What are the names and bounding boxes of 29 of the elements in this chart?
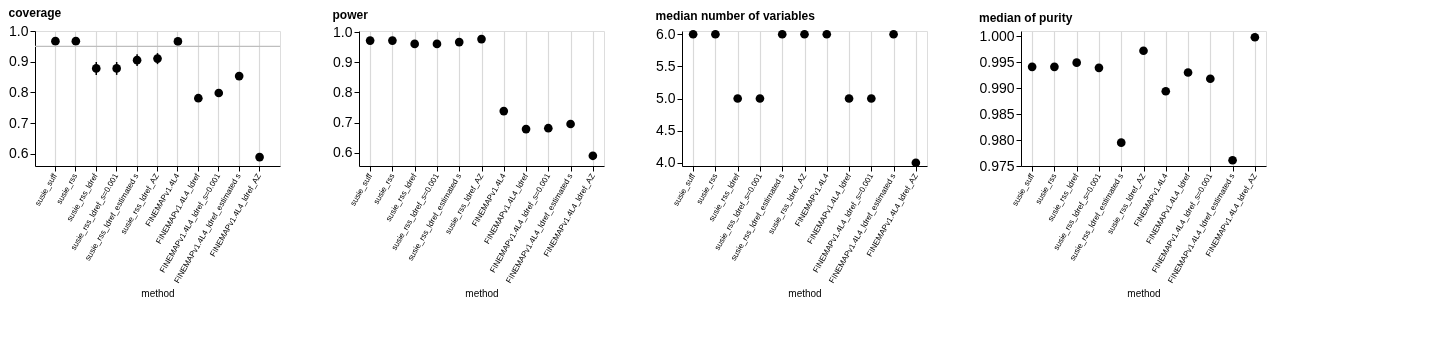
y-tick-label: 0.7 [9, 114, 29, 131]
x-axis-title: method [788, 287, 822, 299]
y-tick-label: 0.6 [9, 145, 29, 162]
y-tick-label: 0.995 [979, 53, 1015, 70]
y-tick-label: 0.8 [9, 83, 29, 100]
y-tick-label: 1.0 [9, 22, 29, 39]
y-tick-label: 0.8 [333, 84, 353, 100]
x-axis-title: method [465, 287, 499, 299]
chart-title: power [332, 7, 369, 22]
y-tick-label: 5.0 [656, 90, 676, 106]
chart-title: coverage [8, 6, 62, 20]
chart-title: median of purity [978, 11, 1073, 26]
y-tick-label: 0.7 [333, 114, 353, 130]
x-axis-title: method [141, 287, 175, 299]
y-tick-label: 4.5 [656, 122, 676, 139]
chart-title: median number of variables [655, 9, 816, 24]
x-axis-title: method [1127, 287, 1161, 299]
y-tick-label: 0.6 [333, 144, 353, 160]
y-tick-label: 6.0 [656, 25, 676, 42]
y-tick-label: 0.975 [979, 157, 1015, 174]
y-tick-label: 0.9 [9, 53, 29, 70]
y-tick-label: 1.0 [333, 24, 353, 40]
y-tick-label: 4.0 [656, 154, 676, 171]
y-tick-label: 0.980 [979, 131, 1015, 148]
y-tick-label: 1.000 [979, 27, 1015, 44]
y-tick-label: 0.990 [979, 79, 1015, 96]
y-tick-label: 0.9 [333, 54, 353, 70]
y-tick-label: 5.5 [656, 57, 676, 74]
y-tick-label: 0.985 [979, 105, 1015, 122]
